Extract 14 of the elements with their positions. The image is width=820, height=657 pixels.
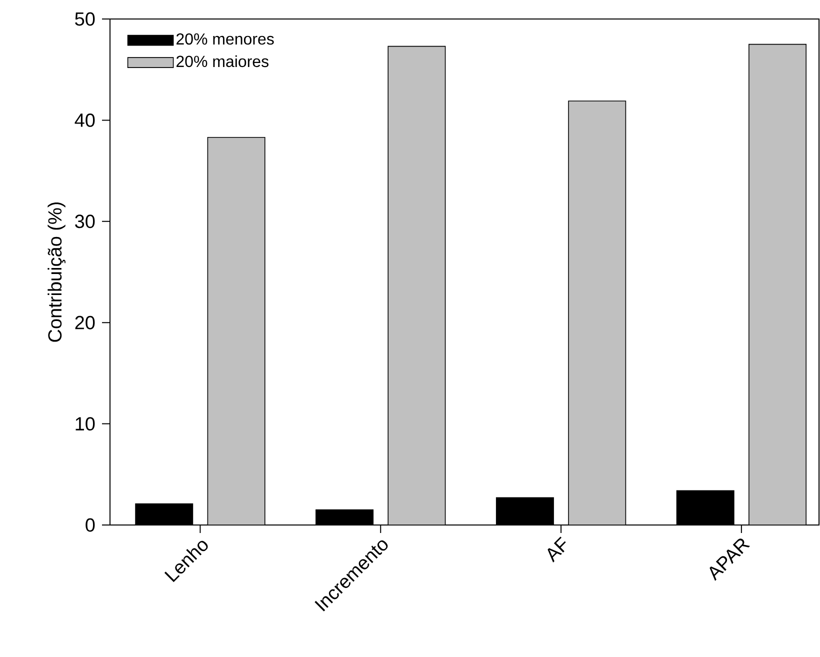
y-tick-label: 10 [76,417,95,431]
bar [388,46,446,525]
x-tick-label: AF [548,536,566,563]
legend-label: 20% menores [176,33,274,45]
y-tick-label: 40 [74,113,95,127]
bar [568,100,626,525]
y-tick-label: 50 [75,12,95,26]
legend-label: 20% maiores [176,55,268,68]
bar [748,44,807,525]
y-axis-title: Contribuição (%) [48,202,66,342]
y-tick-label: 20 [75,316,95,330]
bar [207,137,266,525]
y-tick-label: 30 [75,214,95,228]
y-tick-label: 0 [86,518,95,532]
